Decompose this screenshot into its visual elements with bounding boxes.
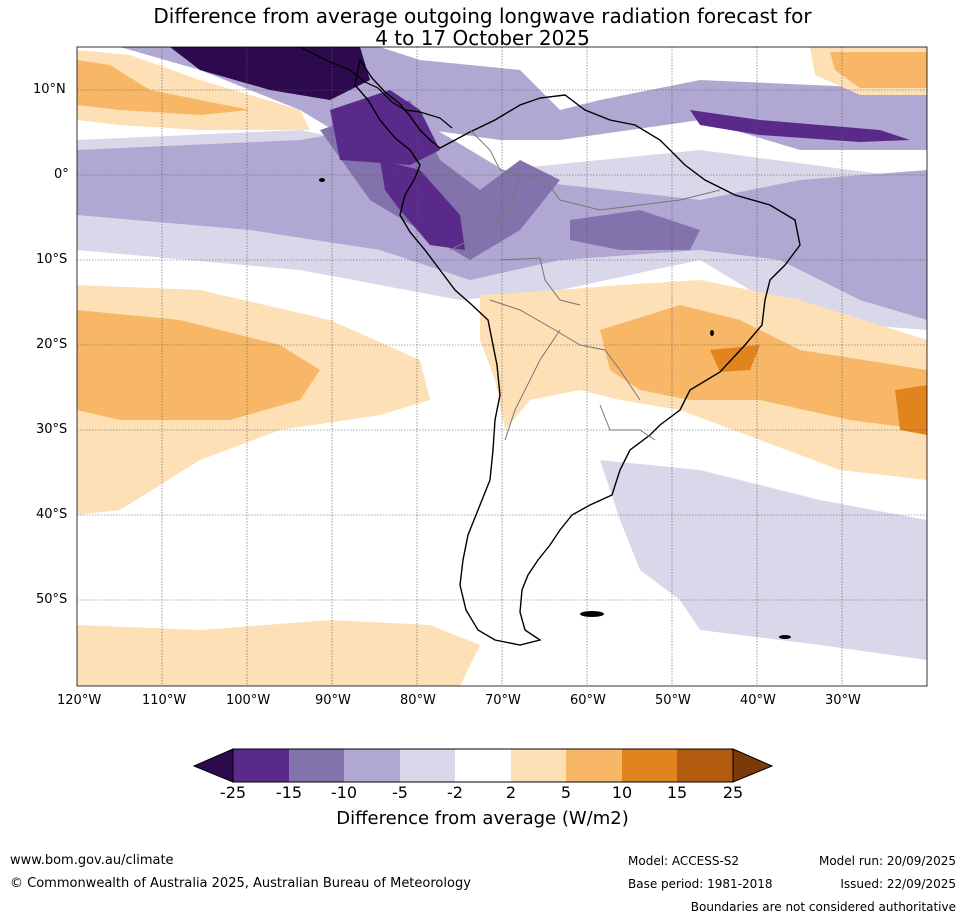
lat-label: 50°S <box>36 592 68 607</box>
footer-website[interactable]: www.bom.gov.au/climate <box>10 853 174 868</box>
map-frame <box>76 46 928 687</box>
footer-copyright: © Commonwealth of Australia 2025, Austra… <box>10 876 471 891</box>
colorbar-title: Difference from average (W/m2) <box>336 808 629 829</box>
footer-disclaimer: Boundaries are not considered authoritat… <box>690 900 956 914</box>
anomaly-light-orange-southern-pacific <box>77 620 480 686</box>
colorbar-bin <box>289 749 344 782</box>
anomaly-orange-pacific-south <box>77 310 320 420</box>
lat-label: 40°S <box>36 507 68 522</box>
anomaly-orange-brazil <box>600 305 927 430</box>
central-america-coastline <box>299 46 453 129</box>
lon-label: 120°W <box>57 693 102 708</box>
lon-label: 70°W <box>485 693 521 708</box>
colorbar-bin <box>455 749 511 782</box>
colorbar-bin <box>677 749 733 782</box>
footer-model: Model: ACCESS-S2 <box>628 854 740 868</box>
anomaly-dark-orange-se-brazil <box>710 345 760 372</box>
colorbar-tick-label: -10 <box>330 783 358 802</box>
lat-label: 10°S <box>36 252 68 267</box>
lon-label: 110°W <box>142 693 187 708</box>
south-america-coastline <box>354 58 801 646</box>
anomaly-orange-atlantic-ne <box>830 52 927 88</box>
footer-base-period: Base period: 1981-2018 <box>628 877 773 891</box>
colorbar-bin <box>511 749 566 782</box>
colorbar-tick-label: 2 <box>505 783 517 802</box>
lon-label: 90°W <box>315 693 351 708</box>
lat-label: 0° <box>54 167 69 182</box>
colorbar-bin <box>566 749 622 782</box>
colorbar-bin <box>344 749 400 782</box>
map-title-line2: 4 to 17 October 2025 <box>375 26 590 50</box>
lat-label: 20°S <box>36 337 68 352</box>
lon-label: 60°W <box>570 693 606 708</box>
lon-label: 80°W <box>400 693 436 708</box>
lon-label: 100°W <box>226 693 271 708</box>
colorbar-tick-label: 25 <box>722 783 744 802</box>
colorbar-bin <box>233 749 289 782</box>
map-title-line1: Difference from average outgoing longwav… <box>153 4 812 28</box>
anomaly-orange-pacific-north <box>77 60 250 115</box>
lon-label: 30°W <box>825 693 861 708</box>
islands <box>319 178 791 639</box>
colorbar-tick-label: -25 <box>219 783 247 802</box>
footer-issued: Issued: 22/09/2025 <box>840 877 956 891</box>
anomaly-darkest-purple <box>170 47 370 100</box>
lat-label: 30°S <box>36 422 68 437</box>
anomaly-strong-purple-andes <box>380 160 465 250</box>
footer-model-run: Model run: 20/09/2025 <box>818 854 956 868</box>
colorbar-bin <box>622 749 677 782</box>
lat-label: 10°N <box>33 82 66 97</box>
anomaly-strong-purple-north <box>330 90 440 165</box>
colorbar-max-arrow <box>732 748 774 783</box>
colorbar <box>192 748 774 783</box>
anomaly-purple-atlantic-strip <box>690 110 910 142</box>
anomaly-dark-orange-atlantic <box>895 385 927 435</box>
colorbar-frame <box>232 748 734 783</box>
anomaly-purple-caribbean <box>570 210 700 250</box>
colorbar-tick-label: -15 <box>275 783 303 802</box>
colorbar-min-arrow <box>192 748 234 783</box>
colorbar-tick-label: -5 <box>392 783 408 802</box>
colorbar-tick-label: -2 <box>447 783 463 802</box>
colorbar-tick-label: 10 <box>611 783 633 802</box>
graticule <box>77 47 927 686</box>
country-borders <box>449 129 721 441</box>
colorbar-tick-label: 5 <box>560 783 572 802</box>
lon-label: 50°W <box>655 693 691 708</box>
lon-label: 40°W <box>740 693 776 708</box>
anomaly-light-purple-south-atlantic <box>600 460 927 660</box>
colorbar-bin <box>400 749 455 782</box>
colorbar-tick-label: 15 <box>666 783 688 802</box>
